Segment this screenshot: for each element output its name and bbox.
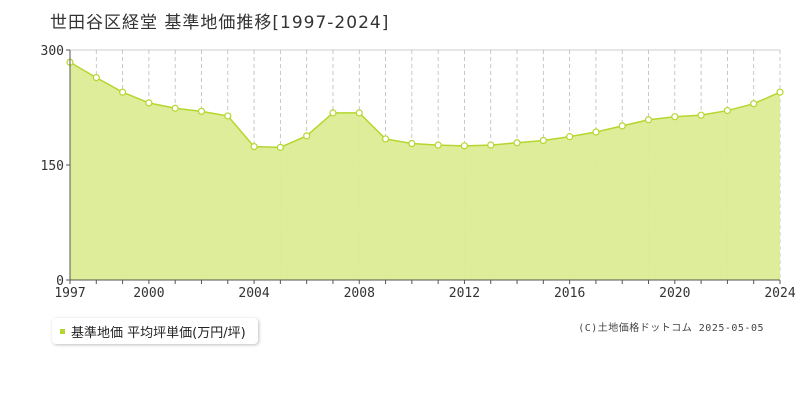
data-point: [750, 100, 758, 108]
area-fill: [70, 62, 780, 281]
data-point: [145, 99, 153, 107]
data-point: [644, 116, 653, 124]
x-tick-label: 1997: [54, 286, 85, 301]
x-tick-label: 2000: [133, 286, 164, 301]
data-point: [118, 88, 127, 96]
axes: 0 150 300 1997 2000 2004 2008 2012 2016 2020 2024: [41, 44, 796, 301]
data-point: [276, 143, 284, 151]
series-line: [69, 61, 781, 149]
y-tick-label: 150: [41, 159, 64, 174]
chart-title: 世田谷区経堂 基準地価推移[1997-2024]: [50, 13, 390, 33]
data-point: [723, 106, 732, 115]
data-point: [487, 141, 495, 149]
data-point: [618, 122, 626, 130]
data-point: [250, 143, 258, 151]
data-point: [671, 113, 679, 121]
y-tick-label: 300: [41, 44, 64, 59]
data-point: [539, 136, 547, 145]
data-point: [566, 133, 574, 141]
x-tick-label: 2012: [449, 286, 480, 301]
y-tick-label: 0: [56, 274, 64, 289]
x-tick-label: 2004: [238, 286, 269, 301]
data-point: [224, 112, 232, 120]
data-point: [171, 104, 179, 112]
data-point: [197, 107, 206, 115]
legend-label: 基準地価 平均坪単価(万円/坪): [71, 325, 246, 341]
data-point: [92, 73, 100, 82]
data-point: [355, 109, 363, 117]
data-point: [592, 128, 600, 136]
x-tick-label: 2008: [344, 286, 375, 301]
data-point: [303, 132, 311, 140]
data-points: [66, 58, 784, 151]
x-tick-label: 2024: [764, 286, 795, 301]
x-tick-label: 2020: [659, 286, 690, 301]
data-point: [776, 88, 784, 96]
data-point: [381, 135, 390, 143]
data-point: [434, 141, 442, 149]
data-point: [697, 111, 705, 119]
data-point: [408, 139, 416, 148]
x-tick-label: 2016: [554, 286, 585, 301]
credit-text: (C)土地価格ドットコム 2025-05-05: [578, 323, 764, 334]
legend: 基準地価 平均坪単価(万円/坪): [52, 318, 258, 344]
legend-swatch: [60, 328, 65, 334]
data-point: [329, 109, 337, 117]
data-point: [460, 142, 469, 150]
data-point: [513, 139, 521, 147]
